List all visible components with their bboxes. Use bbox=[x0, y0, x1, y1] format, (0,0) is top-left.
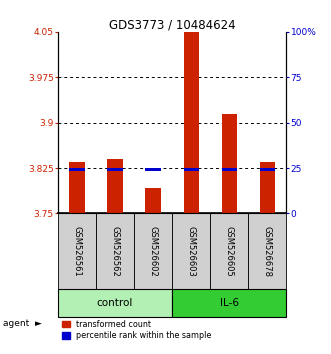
Bar bbox=[70, 169, 85, 171]
Text: IL-6: IL-6 bbox=[220, 298, 239, 308]
Bar bbox=[58, 289, 172, 318]
Bar bbox=[183, 32, 199, 213]
Bar bbox=[107, 169, 122, 171]
Legend: transformed count, percentile rank within the sample: transformed count, percentile rank withi… bbox=[62, 320, 212, 340]
Bar bbox=[248, 213, 286, 289]
Text: agent  ►: agent ► bbox=[3, 319, 42, 329]
Text: GSM526605: GSM526605 bbox=[225, 226, 234, 277]
Bar bbox=[172, 213, 210, 289]
Title: GDS3773 / 10484624: GDS3773 / 10484624 bbox=[109, 19, 235, 32]
Bar bbox=[70, 162, 85, 213]
Bar bbox=[221, 169, 237, 171]
Text: GSM526561: GSM526561 bbox=[72, 226, 81, 277]
Text: GSM526602: GSM526602 bbox=[149, 226, 158, 277]
Bar bbox=[260, 169, 275, 171]
Bar bbox=[58, 213, 96, 289]
Bar bbox=[134, 213, 172, 289]
Text: control: control bbox=[97, 298, 133, 308]
Text: GSM526678: GSM526678 bbox=[263, 226, 272, 277]
Bar bbox=[145, 169, 161, 171]
Bar bbox=[210, 213, 248, 289]
Text: GSM526603: GSM526603 bbox=[187, 226, 196, 277]
Bar bbox=[107, 159, 122, 213]
Text: GSM526562: GSM526562 bbox=[111, 226, 119, 277]
Bar bbox=[145, 188, 161, 213]
Bar bbox=[221, 114, 237, 213]
Bar bbox=[172, 289, 286, 318]
Bar bbox=[183, 169, 199, 171]
Bar bbox=[96, 213, 134, 289]
Bar bbox=[260, 162, 275, 213]
